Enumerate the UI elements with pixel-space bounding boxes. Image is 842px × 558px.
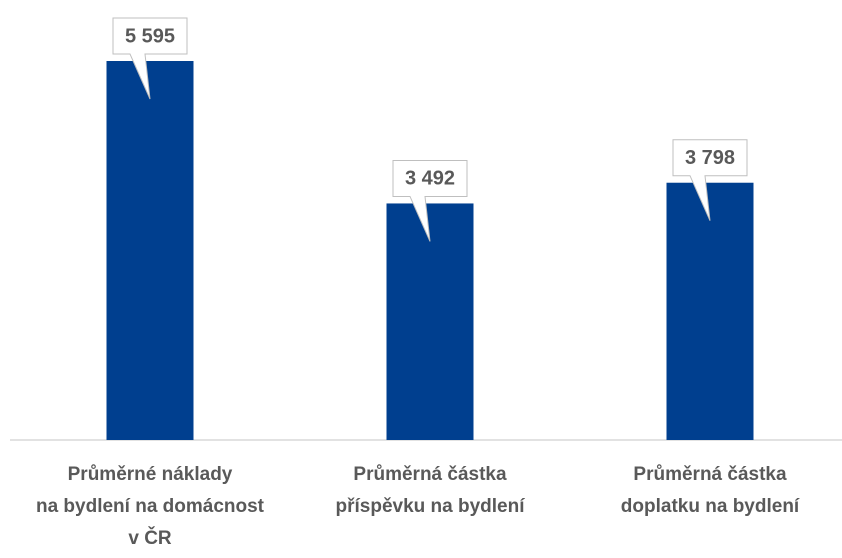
bar: [666, 182, 754, 440]
x-tick-label: v ČR: [128, 527, 172, 549]
x-tick-label: na bydlení na domácnost: [36, 496, 265, 517]
callout: [672, 139, 748, 221]
x-tick-label: příspěvku na bydlení: [336, 496, 526, 517]
x-tick-label: Průměrná částka: [633, 464, 787, 485]
data-label: 3 492: [405, 168, 455, 190]
data-label: 5 595: [125, 25, 175, 47]
data-label: 3 798: [685, 147, 735, 169]
x-tick-label: Průměrné náklady: [68, 464, 233, 485]
callout: [112, 17, 188, 100]
bar: [106, 61, 194, 440]
x-tick-label: Průměrná částka: [353, 464, 507, 485]
bar: [386, 203, 474, 440]
x-tick-label: doplatku na bydlení: [621, 496, 800, 517]
callout: [392, 159, 468, 242]
